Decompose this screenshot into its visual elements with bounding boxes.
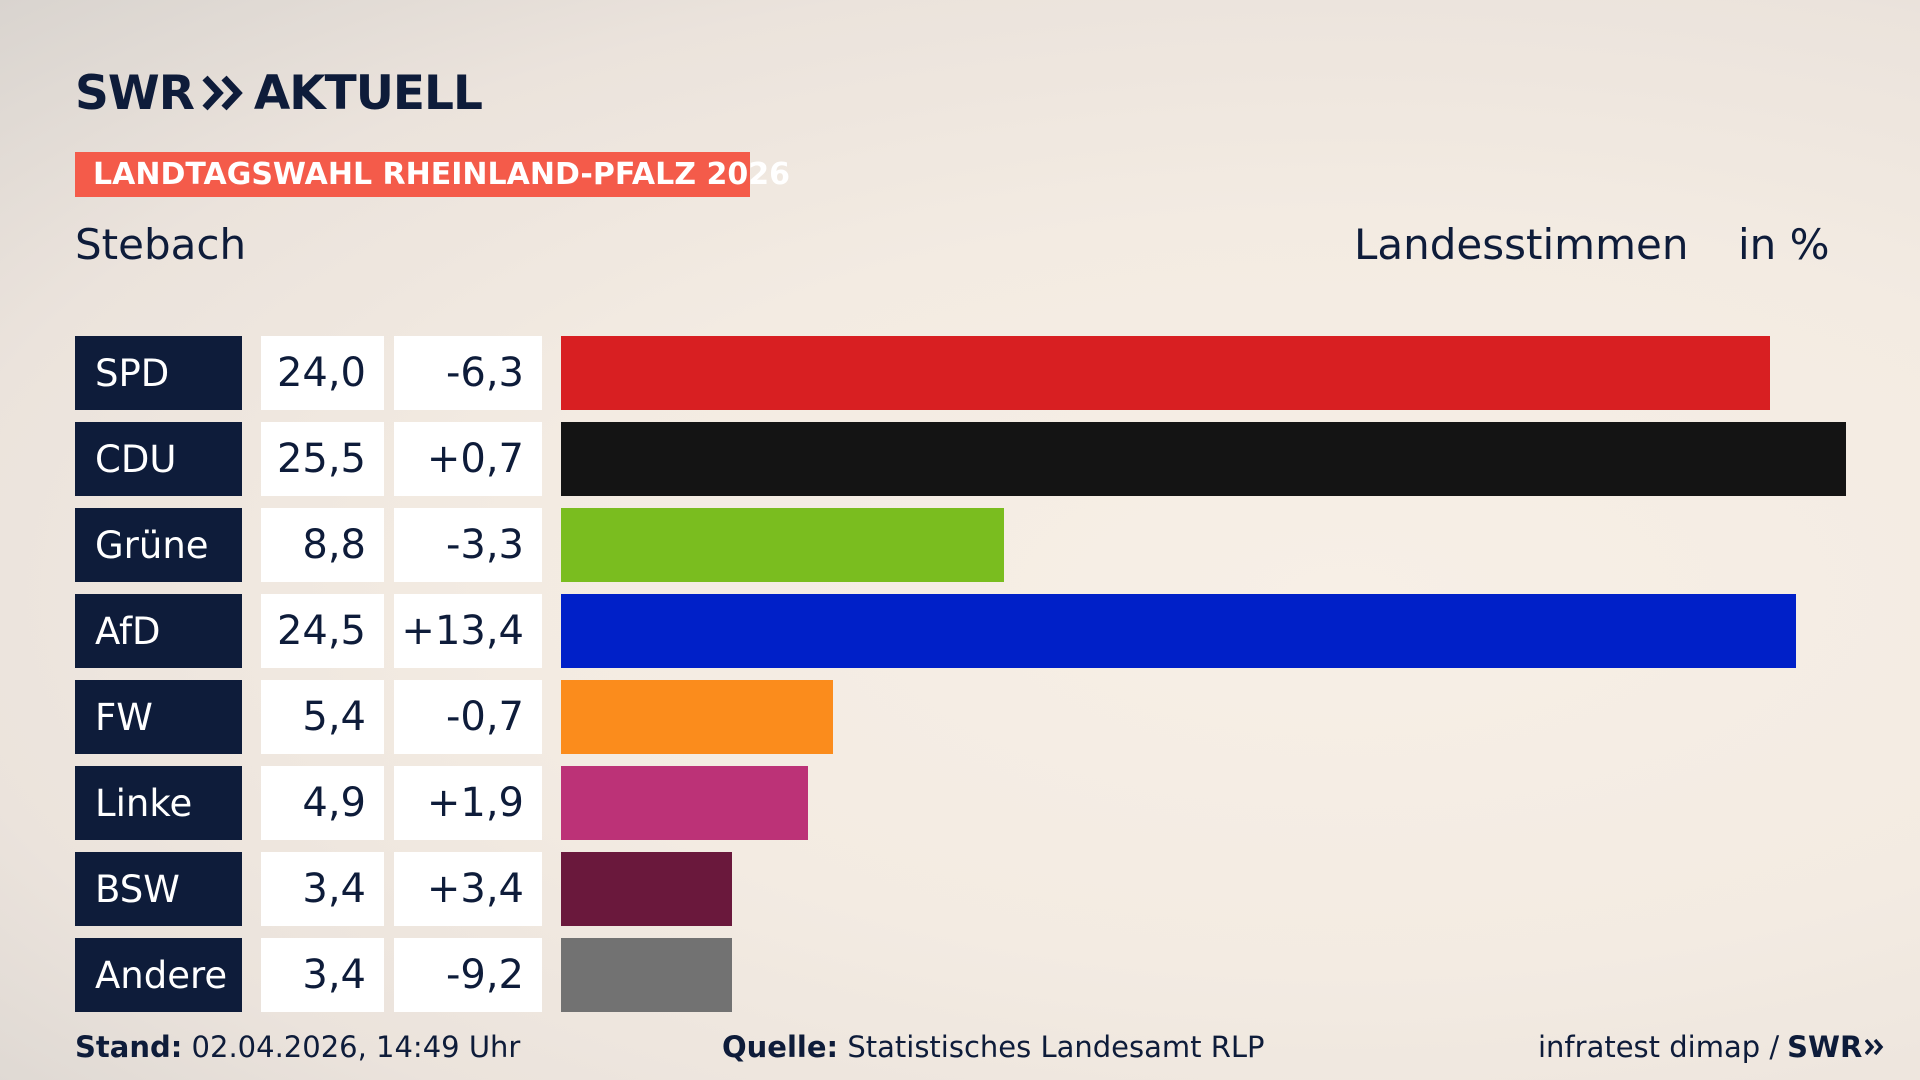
vote-change-value: +0,7 [394,422,542,496]
unit-label: in % [1738,220,1830,269]
logo-aktuell-text: AKTUELL [253,65,483,121]
vote-change-value: -6,3 [394,336,542,410]
footer-stand: Stand: 02.04.2026, 14:49 Uhr [75,1030,520,1064]
vote-share-bar [561,336,1770,410]
vote-share-bar [561,852,732,926]
vote-share-bar [561,508,1004,582]
result-row: Andere 3,4 -9,2 [75,938,1855,1012]
double-chevron-icon [202,75,243,111]
vote-share-value: 24,5 [261,594,384,668]
vote-share-value: 5,4 [261,680,384,754]
credit-text: infratest dimap / [1538,1030,1780,1064]
vote-share-bar [561,594,1796,668]
swr-small-text: SWR [1787,1030,1863,1064]
party-label: SPD [75,336,242,410]
vote-change-value: +13,4 [394,594,542,668]
swr-small-logo: SWR [1787,1030,1885,1064]
vote-share-bar [561,766,808,840]
double-chevron-small-icon [1865,1038,1884,1056]
result-row: BSW 3,4 +3,4 [75,852,1855,926]
source-label: Quelle: [722,1030,839,1064]
swr-aktuell-logo: SWR AKTUELL [75,65,483,121]
party-label: FW [75,680,242,754]
result-row: Linke 4,9 +1,9 [75,766,1855,840]
vote-share-value: 25,5 [261,422,384,496]
election-badge: LANDTAGSWAHL RHEINLAND-PFALZ 2026 [75,152,790,197]
logo-swr-text: SWR [75,65,195,121]
vote-change-value: -3,3 [394,508,542,582]
footer-source: Quelle: Statistisches Landesamt RLP [722,1030,1265,1064]
vote-change-value: -9,2 [394,938,542,1012]
location-title: Stebach [75,220,247,269]
result-row: CDU 25,5 +0,7 [75,422,1855,496]
vote-share-value: 3,4 [261,852,384,926]
party-label: Grüne [75,508,242,582]
measure-label: Landesstimmen [1354,220,1689,269]
party-label: Andere [75,938,242,1012]
footer-credit: infratest dimap / SWR [1538,1030,1885,1064]
party-label: BSW [75,852,242,926]
vote-share-bar [561,422,1846,496]
vote-share-value: 3,4 [261,938,384,1012]
vote-share-value: 4,9 [261,766,384,840]
vote-change-value: +3,4 [394,852,542,926]
vote-change-value: -0,7 [394,680,542,754]
vote-share-value: 8,8 [261,508,384,582]
result-row: AfD 24,5 +13,4 [75,594,1855,668]
stand-label: Stand: [75,1030,183,1064]
results-chart: SPD 24,0 -6,3 CDU 25,5 +0,7 Grüne 8,8 -3,3 AfD 24,… [75,336,1855,1024]
vote-share-value: 24,0 [261,336,384,410]
party-label: AfD [75,594,242,668]
stand-value: 02.04.2026, 14:49 Uhr [191,1030,521,1064]
result-row: Grüne 8,8 -3,3 [75,508,1855,582]
party-label: CDU [75,422,242,496]
party-label: Linke [75,766,242,840]
result-row: FW 5,4 -0,7 [75,680,1855,754]
vote-share-bar [561,938,732,1012]
vote-share-bar [561,680,833,754]
vote-change-value: +1,9 [394,766,542,840]
source-value: Statistisches Landesamt RLP [847,1030,1265,1064]
result-row: SPD 24,0 -6,3 [75,336,1855,410]
